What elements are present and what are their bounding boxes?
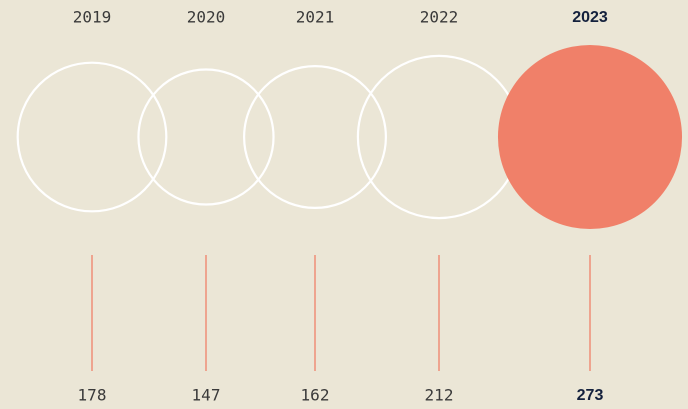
bubble	[16, 61, 168, 213]
value-label: 212	[425, 386, 454, 405]
value-label: 273	[577, 387, 604, 404]
year-label: 2023	[572, 9, 608, 26]
bubble	[137, 68, 275, 206]
year-label: 2021	[296, 8, 335, 27]
bubble	[243, 65, 387, 209]
year-label: 2019	[73, 8, 112, 27]
year-label: 2022	[420, 8, 459, 27]
value-label: 147	[192, 386, 221, 405]
year-label: 2020	[187, 8, 226, 27]
value-label: 162	[301, 386, 330, 405]
value-label: 178	[78, 386, 107, 405]
bubble	[497, 44, 683, 230]
